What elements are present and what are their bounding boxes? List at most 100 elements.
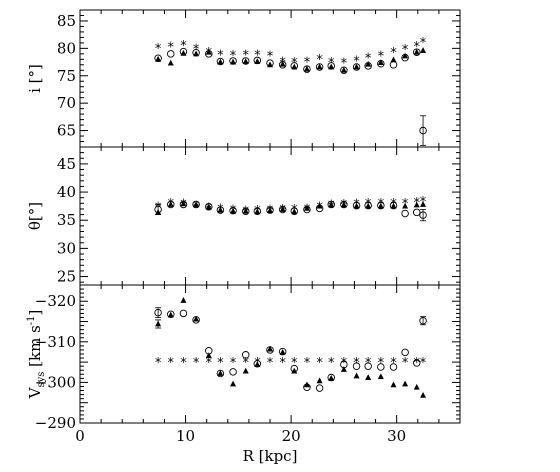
filled-triangle-point <box>254 208 261 215</box>
open-circle-point <box>266 206 274 214</box>
open-circle-point <box>192 200 200 209</box>
open-circle-point <box>389 61 398 69</box>
filled-triangle-point <box>242 367 249 374</box>
open-circle-point <box>340 200 348 209</box>
filled-triangle-point <box>316 377 323 384</box>
star-point: * <box>217 356 224 371</box>
y-tick-label: −310 <box>35 333 76 351</box>
open-circle-point <box>290 207 299 215</box>
star-point: * <box>291 56 298 71</box>
x-tick-label: 10 <box>176 427 195 445</box>
y-axis-label: Vsys [km s-1] <box>26 310 47 400</box>
star-point: * <box>193 200 200 215</box>
star-point: * <box>206 46 213 61</box>
open-circle-point <box>352 362 361 370</box>
filled-triangle-point <box>316 202 323 209</box>
star-point: * <box>230 356 237 371</box>
star-point: * <box>378 49 385 64</box>
open-circle-point <box>241 57 250 65</box>
star-point: * <box>413 356 420 371</box>
filled-triangle-point <box>377 202 384 209</box>
star-point: * <box>365 356 372 371</box>
filled-triangle-point <box>340 366 347 372</box>
filled-triangle-point <box>193 315 200 322</box>
plot-frame <box>79 9 461 148</box>
star-point: * <box>279 203 286 218</box>
filled-triangle-point <box>353 63 360 70</box>
star-point: * <box>217 202 224 217</box>
star-point: * <box>180 39 187 54</box>
filled-triangle-point <box>402 202 409 209</box>
star-point: * <box>180 197 187 212</box>
x-tick-label: 20 <box>282 427 301 445</box>
star-point: * <box>316 356 323 371</box>
open-circle-point <box>327 200 335 209</box>
star-point: * <box>291 356 298 371</box>
star-point: * <box>254 204 261 219</box>
star-point: * <box>420 36 427 51</box>
open-circle-point <box>167 50 175 58</box>
filled-triangle-point <box>340 201 347 208</box>
star-point: * <box>242 205 249 220</box>
filled-triangle-point <box>254 361 261 367</box>
y-tick-label: 30 <box>57 239 76 257</box>
filled-triangle-point <box>413 383 420 390</box>
y-tick-label: −300 <box>35 373 76 391</box>
star-point: * <box>402 43 409 58</box>
star-point: * <box>316 53 323 68</box>
star-point: * <box>267 356 274 371</box>
filled-triangle-point <box>402 52 409 59</box>
open-circle-point <box>377 363 385 371</box>
y-tick-label: −290 <box>35 414 76 432</box>
filled-triangle-point <box>242 58 249 64</box>
y-tick-label: 65 <box>57 122 76 140</box>
filled-triangle-point <box>180 200 187 207</box>
filled-triangle-point <box>291 63 298 70</box>
filled-triangle-point <box>303 381 310 388</box>
star-point: * <box>353 356 360 371</box>
star-point: * <box>341 198 348 213</box>
star-point: * <box>420 356 427 371</box>
open-circle-point <box>167 310 175 318</box>
filled-triangle-point <box>217 370 224 376</box>
filled-triangle-point <box>390 202 397 209</box>
star-point: * <box>420 195 427 210</box>
star-point: * <box>390 356 397 371</box>
star-point: * <box>217 48 224 63</box>
star-point: * <box>267 49 274 64</box>
filled-triangle-point <box>279 348 286 355</box>
filled-triangle-point <box>242 207 249 214</box>
star-point: * <box>365 197 372 212</box>
star-point: * <box>304 202 311 217</box>
open-circle-point <box>327 373 335 382</box>
y-tick-label: 85 <box>57 12 76 30</box>
filled-triangle-point <box>193 201 200 208</box>
star-point: * <box>168 41 175 56</box>
open-circle-point <box>401 209 409 218</box>
star-point: * <box>328 56 335 71</box>
y-tick-label: 25 <box>57 268 76 286</box>
open-circle-point <box>241 351 250 359</box>
open-circle-point <box>419 126 427 135</box>
x-axis-label: R [kpc] <box>243 447 298 465</box>
filled-triangle-point <box>155 320 162 327</box>
star-point: * <box>378 197 385 212</box>
open-circle-point <box>205 202 213 211</box>
y-tick-label: 35 <box>57 211 76 229</box>
open-circle-point <box>401 348 409 357</box>
star-point: * <box>402 197 409 212</box>
open-circle-point <box>253 207 262 215</box>
y-tick-label: 40 <box>57 183 76 201</box>
filled-triangle-point <box>420 201 427 207</box>
star-point: * <box>341 57 348 72</box>
star-point: * <box>242 48 249 63</box>
filled-triangle-point <box>353 372 360 379</box>
open-circle-point <box>315 384 324 392</box>
filled-triangle-point <box>365 202 372 209</box>
star-point: * <box>168 197 175 212</box>
star-point: * <box>168 356 175 371</box>
filled-triangle-point <box>402 380 409 387</box>
